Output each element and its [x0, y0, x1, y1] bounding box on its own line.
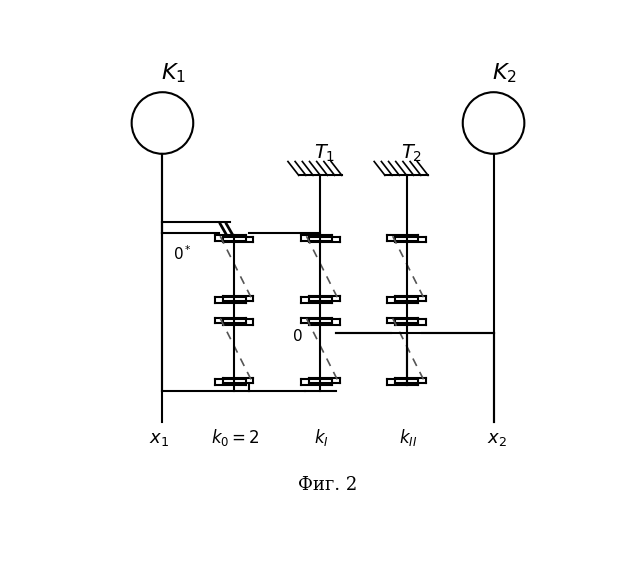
Text: $k_0{=}2$: $k_0{=}2$	[211, 427, 260, 448]
Text: $x_1$: $x_1$	[149, 430, 170, 448]
Text: $K_1$: $K_1$	[161, 62, 186, 86]
Text: $x_2$: $x_2$	[486, 430, 507, 448]
Text: $T_1$: $T_1$	[314, 142, 335, 164]
Text: $T_2$: $T_2$	[401, 142, 422, 164]
Text: $0^*$: $0^*$	[173, 244, 192, 263]
Text: $0$: $0$	[292, 328, 303, 344]
Text: Фиг. 2: Фиг. 2	[298, 476, 358, 494]
Text: $k_I$: $k_I$	[314, 427, 329, 448]
Text: $k_{II}$: $k_{II}$	[399, 427, 417, 448]
Text: $K_2$: $K_2$	[492, 62, 516, 86]
